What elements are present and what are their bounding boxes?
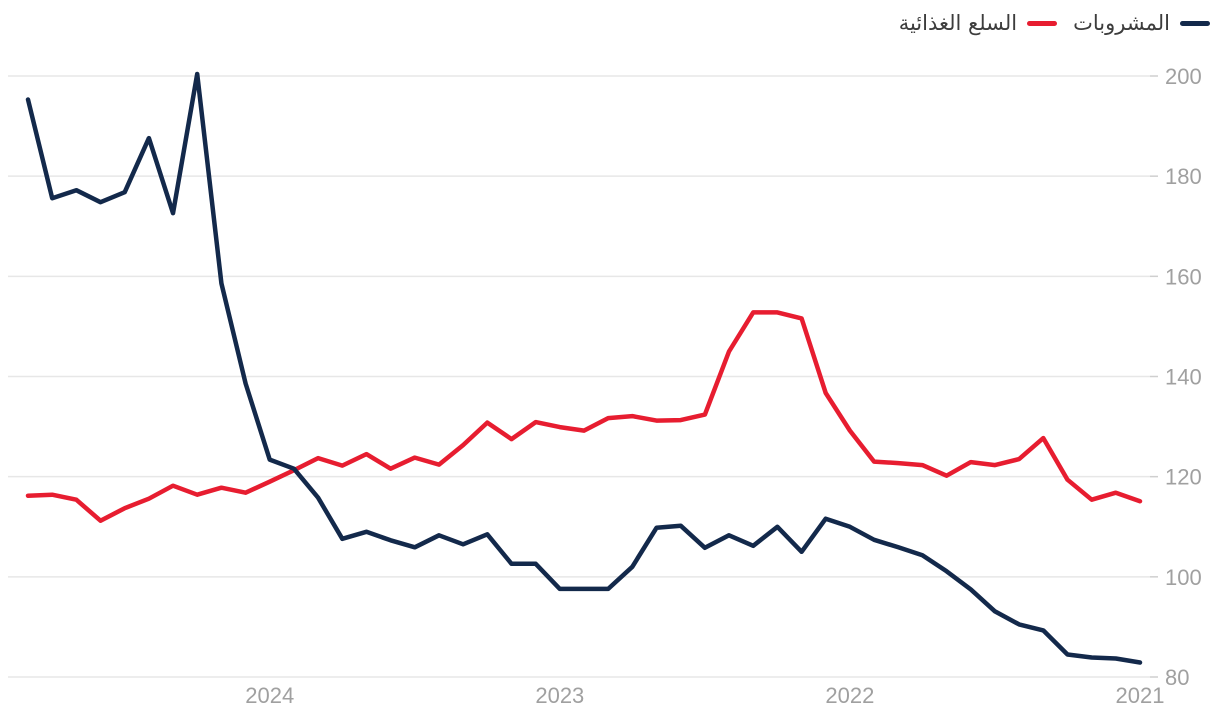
chart-legend: المشروبات السلع الغذائية — [899, 13, 1210, 34]
y-tick-label-80: 80 — [1165, 665, 1189, 690]
y-tick-label-180: 180 — [1165, 164, 1202, 189]
y-tick-label-100: 100 — [1165, 565, 1202, 590]
x-tick-label-2022: 2022 — [825, 683, 874, 708]
legend-item-food-commodities: السلع الغذائية — [898, 11, 1058, 35]
x-tick-label-2024: 2024 — [245, 683, 294, 708]
x-tick-label-2023: 2023 — [535, 683, 584, 708]
x-tick-label-2021: 2021 — [1116, 683, 1165, 708]
y-tick-label-200: 200 — [1165, 64, 1202, 89]
legend-item-beverages: المشروبات — [1073, 13, 1210, 34]
series-line-beverages — [25, 71, 1143, 665]
series-line-food-commodities — [25, 310, 1143, 523]
food-commodities-line-swatch — [1027, 21, 1058, 26]
y-tick-label-160: 160 — [1165, 264, 1202, 289]
legend-label-food-commodities: السلع الغذائية — [898, 11, 1018, 35]
y-tick-label-120: 120 — [1165, 465, 1202, 490]
y-tick-label-140: 140 — [1165, 365, 1202, 390]
legend-label-beverages: المشروبات — [1073, 11, 1170, 35]
beverages-line-swatch — [1180, 21, 1210, 26]
